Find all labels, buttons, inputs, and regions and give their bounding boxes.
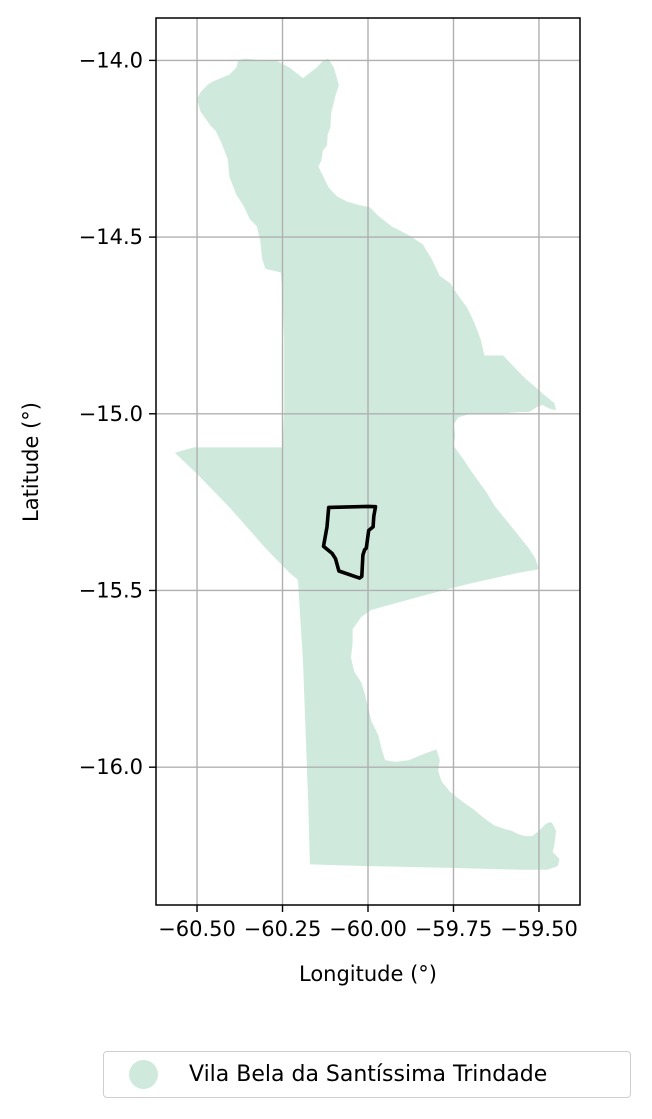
legend-label: Vila Bela da Santíssima Trindade <box>189 1062 548 1087</box>
y-tick-label: −16.0 <box>79 755 143 779</box>
y-tick-label: −14.0 <box>79 48 143 72</box>
x-axis-ticks: −60.50 −60.25 −60.00 −59.75 −59.50 <box>158 905 578 941</box>
y-axis-title: Latitude (°) <box>19 402 43 522</box>
y-tick-label: −15.0 <box>79 402 143 426</box>
x-axis-title: Longitude (°) <box>299 962 437 986</box>
region-vila-bela-shape <box>174 58 560 870</box>
x-tick-label: −59.75 <box>415 917 493 941</box>
y-tick-label: −14.5 <box>79 225 143 249</box>
y-axis-ticks: −14.0 −14.5 −15.0 −15.5 −16.0 <box>79 48 156 779</box>
x-tick-label: −60.50 <box>158 917 236 941</box>
x-tick-label: −60.00 <box>329 917 407 941</box>
map-figure: −60.50 −60.25 −60.00 −59.75 −59.50 −14.0−14.… <box>19 17 581 986</box>
plot-area <box>155 17 581 906</box>
grid-lines <box>156 18 580 905</box>
y-tick-label: −15.5 <box>79 578 143 602</box>
x-tick-label: −60.25 <box>244 917 322 941</box>
x-tick-label: −59.50 <box>500 917 578 941</box>
study-area-boundary <box>321 504 378 580</box>
legend-marker <box>129 1060 158 1089</box>
legend: Vila Bela da Santíssima Trindade <box>103 1051 631 1098</box>
